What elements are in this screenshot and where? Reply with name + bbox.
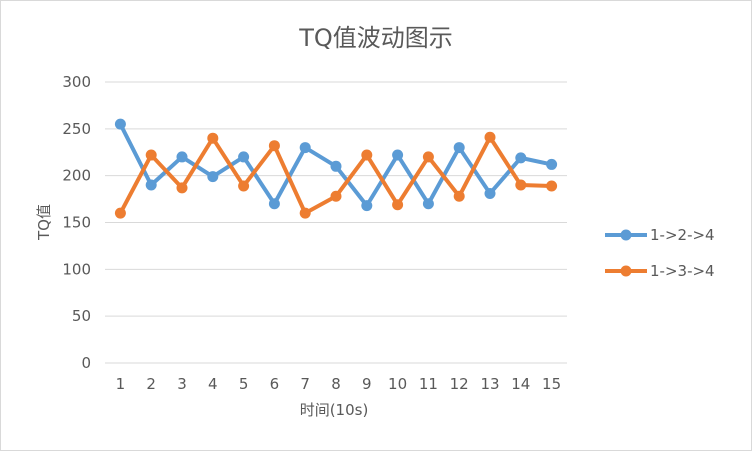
y-tick-label: 150 — [62, 214, 91, 232]
x-tick-label: 2 — [146, 375, 156, 393]
legend-dot-marker — [620, 229, 632, 241]
x-tick-label: 15 — [542, 375, 561, 393]
data-point — [299, 142, 311, 154]
data-point — [207, 132, 219, 144]
x-tick-label: 4 — [208, 375, 218, 393]
x-tick-label: 7 — [300, 375, 310, 393]
data-point — [176, 151, 188, 163]
data-point — [176, 182, 188, 194]
x-tick-label: 12 — [450, 375, 469, 393]
data-point — [392, 199, 404, 211]
legend-dot-marker — [620, 265, 632, 277]
legend-label: 1->2->4 — [650, 226, 715, 244]
data-point — [330, 190, 342, 202]
data-point — [422, 198, 434, 210]
x-tick-label: 8 — [331, 375, 341, 393]
data-point — [330, 160, 342, 172]
data-point — [546, 180, 558, 192]
x-tick-label: 3 — [177, 375, 187, 393]
y-tick-label: 250 — [62, 120, 91, 138]
data-point — [238, 180, 250, 192]
data-point — [546, 158, 558, 170]
data-point — [268, 140, 280, 152]
data-point — [114, 207, 126, 219]
chart-title: TQ值波动图示 — [298, 24, 453, 52]
data-point — [145, 149, 157, 161]
data-point — [453, 142, 465, 154]
gridlines — [105, 81, 567, 364]
data-point — [207, 171, 219, 183]
x-tick-label: 5 — [239, 375, 249, 393]
x-axis-label: 时间(10s) — [300, 401, 369, 419]
data-point — [484, 187, 496, 199]
data-point — [515, 152, 527, 164]
data-point — [515, 179, 527, 191]
y-tick-label: 200 — [62, 167, 91, 185]
data-point — [299, 207, 311, 219]
y-axis-ticks: 0 50 100 150 200 250 300 — [62, 73, 91, 372]
data-point — [238, 151, 250, 163]
y-tick-label: 0 — [81, 354, 91, 372]
data-point — [453, 190, 465, 202]
x-tick-label: 9 — [362, 375, 372, 393]
y-tick-label: 50 — [72, 307, 91, 325]
legend[interactable]: 1->2->4 1->3->4 — [605, 226, 715, 280]
data-point — [268, 198, 280, 210]
data-point — [422, 151, 434, 163]
legend-item-1[interactable]: 1->3->4 — [605, 262, 715, 280]
y-tick-label: 100 — [62, 260, 91, 278]
series-1 — [114, 131, 558, 219]
x-tick-label: 13 — [480, 375, 499, 393]
legend-item-0[interactable]: 1->2->4 — [605, 226, 715, 244]
series-0 — [114, 118, 558, 212]
x-tick-label: 6 — [270, 375, 280, 393]
x-tick-label: 14 — [511, 375, 530, 393]
data-point — [361, 149, 373, 161]
x-tick-label: 10 — [388, 375, 407, 393]
x-axis-ticks: 1 2 3 4 5 6 7 8 9 10 11 12 13 14 15 — [116, 375, 562, 393]
data-point — [145, 179, 157, 191]
data-point — [114, 118, 126, 130]
data-point — [361, 200, 373, 212]
data-point — [484, 131, 496, 143]
y-axis-label: TQ值 — [35, 204, 53, 241]
data-point — [392, 149, 404, 161]
x-tick-label: 1 — [116, 375, 126, 393]
series-lines — [114, 118, 558, 219]
y-tick-label: 300 — [62, 73, 91, 91]
x-tick-label: 11 — [419, 375, 438, 393]
legend-label: 1->3->4 — [650, 262, 715, 280]
